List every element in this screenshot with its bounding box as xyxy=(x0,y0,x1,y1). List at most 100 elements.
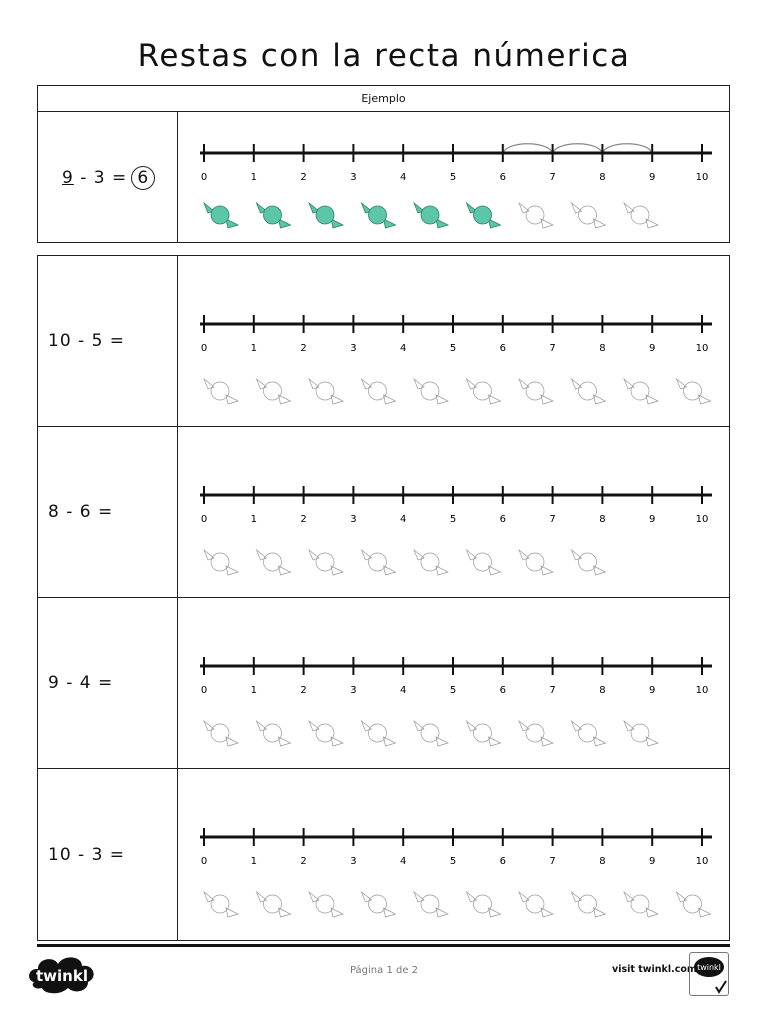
tick-label: 1 xyxy=(251,685,257,696)
tick-label: 6 xyxy=(500,343,506,354)
exercise-number-line-cell: 0 1 2 3 4 5 6 7 8 9 10 xyxy=(178,769,729,940)
tick-label: 9 xyxy=(649,172,655,183)
tick-label: 2 xyxy=(300,343,306,354)
candy-outline xyxy=(255,719,292,747)
candy-outline xyxy=(413,890,449,918)
exercise-equation: 10 - 5 = xyxy=(38,256,178,426)
candy-outline xyxy=(623,719,659,747)
tick-label: 5 xyxy=(450,685,456,696)
tick-label: 9 xyxy=(649,343,655,354)
tick-label: 3 xyxy=(350,514,356,525)
tick-label: 4 xyxy=(400,856,406,867)
tick-label: 2 xyxy=(300,856,306,867)
exercise-number-line-cell: 0 1 2 3 4 5 6 7 8 9 10 xyxy=(178,427,729,597)
candy-outline xyxy=(255,890,292,918)
tick-label: 7 xyxy=(549,172,555,183)
candy-filled xyxy=(360,201,397,229)
tick-label: 7 xyxy=(549,856,555,867)
example-number-line: 0 1 2 3 4 5 6 7 8 9 10 xyxy=(200,143,712,229)
example-equation: 9 - 3 = 6 xyxy=(38,112,178,243)
tick-label: 2 xyxy=(300,685,306,696)
tick-label: 10 xyxy=(696,343,709,354)
tick-label: 9 xyxy=(649,514,655,525)
example-header: Ejemplo xyxy=(38,86,729,112)
tick-label: 7 xyxy=(549,343,555,354)
exercise-equation: 8 - 6 = xyxy=(38,427,178,597)
svg-text:twinkl: twinkl xyxy=(36,967,88,985)
exercise-row: 10 - 3 = 0 1 2 3 4 5 6 7 8 9 10 xyxy=(38,769,729,940)
candy-filled xyxy=(413,201,450,229)
tick-label: 4 xyxy=(400,685,406,696)
candy-outline xyxy=(255,548,292,576)
candy-outline xyxy=(203,377,239,405)
candy-outline xyxy=(518,890,554,918)
exercise-equation: 9 - 4 = xyxy=(38,598,178,768)
visit-link[interactable]: visit twinkl.com xyxy=(612,964,697,975)
candy-outline xyxy=(308,890,344,918)
candy-outline xyxy=(203,548,239,576)
exercise-number-line: 0 1 2 3 4 5 6 7 8 9 10 xyxy=(200,486,712,576)
candy-outline xyxy=(623,377,659,405)
candy-outline xyxy=(518,719,554,747)
jump-arc xyxy=(552,143,603,156)
candy-outline xyxy=(360,890,397,918)
tick-label: 8 xyxy=(599,343,605,354)
candy-outline xyxy=(465,377,502,405)
tick-label: 10 xyxy=(696,514,709,525)
exercise-number-line-cell: 0 1 2 3 4 5 6 7 8 9 10 xyxy=(178,256,729,426)
tick-label: 5 xyxy=(450,172,456,183)
svg-text:twinkl: twinkl xyxy=(697,963,721,972)
exercise-number-line: 0 1 2 3 4 5 6 7 8 9 10 xyxy=(200,315,712,405)
tick-label: 4 xyxy=(400,172,406,183)
tick-label: 10 xyxy=(696,856,709,867)
tick-label: 0 xyxy=(201,343,207,354)
tick-label: 0 xyxy=(201,514,207,525)
tick-label: 6 xyxy=(500,685,506,696)
tick-label: 3 xyxy=(350,856,356,867)
candy-outline xyxy=(465,548,502,576)
candy-outline xyxy=(413,719,449,747)
twinkl-logo: twinkl xyxy=(29,957,94,994)
candy-outline xyxy=(675,890,712,918)
tick-label: 7 xyxy=(549,514,555,525)
tick-label: 1 xyxy=(251,856,257,867)
candy-filled xyxy=(203,201,240,229)
tick-label: 10 xyxy=(696,685,709,696)
tick-label: 6 xyxy=(500,856,506,867)
exercise-row: 8 - 6 = 0 1 2 3 4 5 6 7 8 9 10 xyxy=(38,427,729,598)
tick-label: 8 xyxy=(599,172,605,183)
tick-label: 0 xyxy=(201,685,207,696)
page-number: Página 1 de 2 xyxy=(349,965,419,976)
tick-label: 1 xyxy=(251,343,257,354)
candy-filled xyxy=(308,201,345,229)
candy-outline xyxy=(518,548,554,576)
candy-outline xyxy=(360,719,397,747)
candy-outline xyxy=(413,377,449,405)
candy-outline xyxy=(570,377,607,405)
tick-label: 5 xyxy=(450,514,456,525)
candy-outline xyxy=(203,890,239,918)
candy-filled xyxy=(255,201,292,229)
tick-label: 1 xyxy=(251,172,257,183)
candy-outline xyxy=(570,548,607,576)
tick-label: 1 xyxy=(251,514,257,525)
tick-label: 3 xyxy=(350,685,356,696)
tick-label: 2 xyxy=(300,172,306,183)
tick-label: 5 xyxy=(450,856,456,867)
candy-outline xyxy=(465,890,502,918)
candy-outline xyxy=(623,201,659,229)
tick-label: 10 xyxy=(696,172,709,183)
tick-label: 4 xyxy=(400,514,406,525)
tick-label: 4 xyxy=(400,343,406,354)
candy-outline xyxy=(570,890,607,918)
candy-outline xyxy=(255,377,292,405)
exercise-number-line-cell: 0 1 2 3 4 5 6 7 8 9 10 xyxy=(178,598,729,768)
candy-outline xyxy=(308,719,344,747)
tick-label: 7 xyxy=(549,685,555,696)
example-number-line-cell: 0 1 2 3 4 5 6 7 8 9 10 xyxy=(178,112,729,243)
candy-outline xyxy=(570,201,607,229)
candy-outline xyxy=(413,548,449,576)
tick-label: 0 xyxy=(201,172,207,183)
